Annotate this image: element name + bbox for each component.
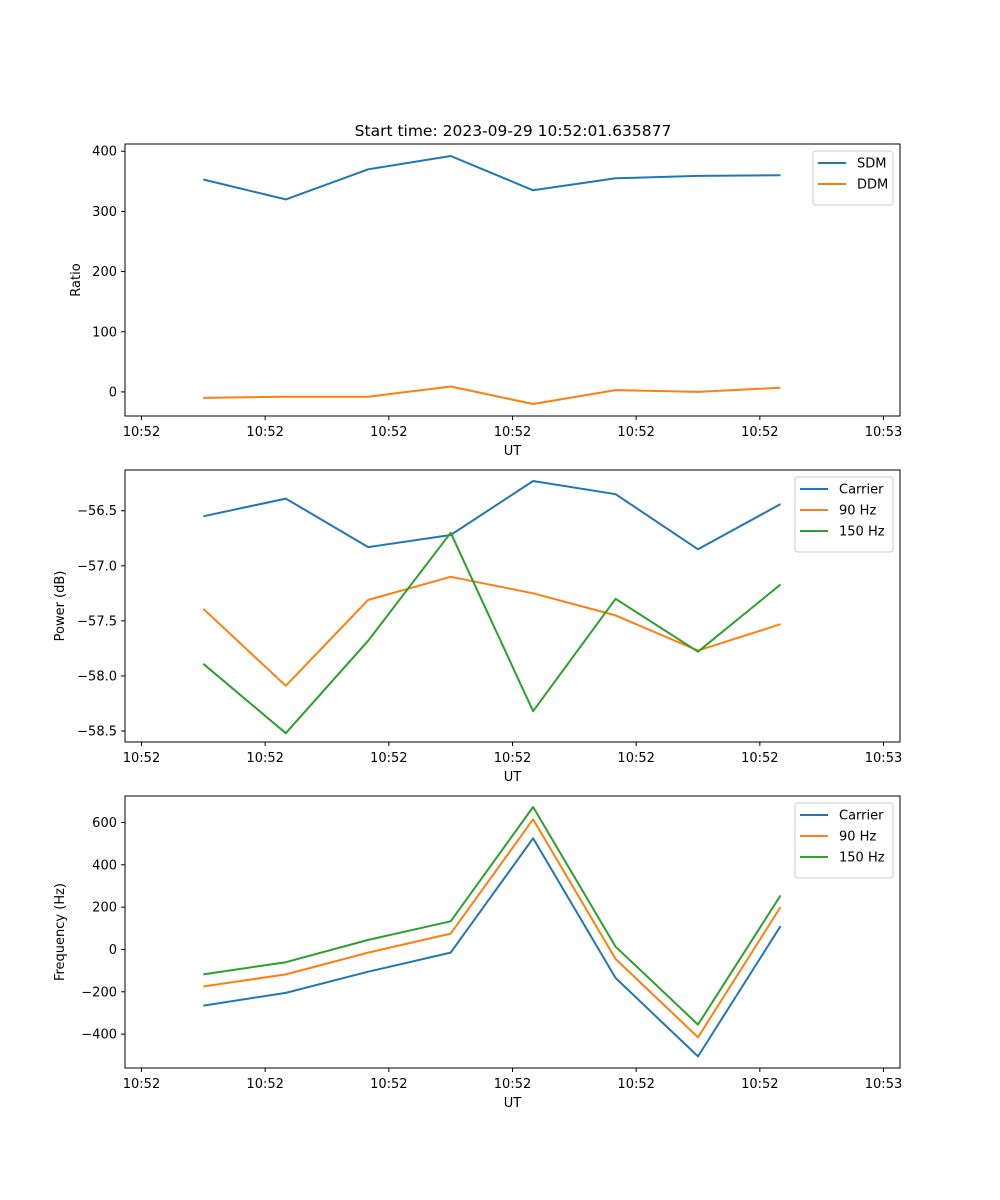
x-tick-label: 10:52 [494,425,531,440]
series-line-150-hz [203,806,782,1026]
x-tick-label: 10:52 [741,751,778,766]
y-tick-label: 100 [92,325,117,340]
legend-label: 150 Hz [839,525,885,540]
x-tick-label: 10:52 [617,751,654,766]
x-tick-label: 10:52 [617,1077,654,1092]
y-tick-label: 0 [109,943,117,958]
y-tick-label: 200 [92,265,117,280]
y-axis-label: Frequency (Hz) [53,883,68,981]
x-axis-label: UT [504,1096,522,1111]
series-line-carrier [203,480,781,551]
y-tick-label: −58.0 [77,669,117,684]
x-tick-label: 10:52 [246,751,283,766]
y-tick-label: 400 [92,858,117,873]
y-tick-label: −57.0 [77,559,117,574]
plot-area [124,469,901,743]
panel-3: 10:52 10:52 10:52 10:52 10:52 10:52 10:53 UT 600… [53,795,902,1111]
x-tick-label: 10:52 [370,1077,407,1092]
series-line-90-hz [202,575,781,687]
plot-area [124,795,901,1069]
x-tick-label: 10:52 [370,425,407,440]
legend-label: Carrier [839,809,884,824]
legend-label: SDM [857,157,886,172]
y-tick-label: 0 [109,385,117,400]
x-tick-label: 10:53 [865,425,902,440]
x-tick-label: 10:52 [123,751,160,766]
panel-1: 10:52 10:52 10:52 10:52 10:52 10:52 10:53 UT 0 10… [69,143,902,459]
x-tick-label: 10:53 [865,1077,902,1092]
series-line-90-hz [203,818,782,1039]
legend: Carrier 90 Hz 150 Hz [794,476,894,553]
legend: SDM DDM [812,150,894,206]
legend-label: DDM [857,178,888,193]
legend-label: 150 Hz [839,851,885,866]
y-tick-label: −56.5 [77,504,117,519]
x-tick-label: 10:52 [741,1077,778,1092]
series-line-150-hz [202,531,782,735]
x-tick-label: 10:52 [494,751,531,766]
series-line-sdm [203,155,781,201]
legend-label: 90 Hz [839,830,876,845]
x-tick-label: 10:52 [246,425,283,440]
x-tick-label: 10:53 [865,751,902,766]
y-tick-label: −58.5 [77,724,117,739]
y-tick-label: 400 [92,145,117,160]
legend: Carrier 90 Hz 150 Hz [794,802,894,879]
x-tick-label: 10:52 [370,751,407,766]
y-tick-label: 600 [92,816,117,831]
y-tick-label: −400 [81,1028,117,1043]
legend-label: Carrier [839,483,884,498]
y-tick-label: 300 [92,205,117,220]
plot-area [124,143,901,417]
x-tick-label: 10:52 [123,425,160,440]
figure-title: Start time: 2023-09-29 10:52:01.635877 [355,122,672,140]
x-tick-label: 10:52 [494,1077,531,1092]
legend-label: 90 Hz [839,504,876,519]
x-tick-label: 10:52 [741,425,778,440]
x-axis-label: UT [504,444,522,459]
legend-box [794,476,894,553]
series-line-ddm [203,385,781,405]
y-tick-label: −200 [81,985,117,1000]
y-tick-label: 200 [92,901,117,916]
y-tick-label: −57.5 [77,614,117,629]
legend-box [812,150,894,206]
x-tick-label: 10:52 [123,1077,160,1092]
y-axis-label: Power (dB) [53,571,68,642]
x-tick-label: 10:52 [246,1077,283,1092]
panels: 10:52 10:52 10:52 10:52 10:52 10:52 10:53UT010… [53,143,902,1111]
legend-box [794,802,894,879]
panel-2: 10:52 10:52 10:52 10:52 10:52 10:52 10:53 UT −56… [53,469,902,785]
series-line-carrier [203,837,782,1058]
x-tick-label: 10:52 [617,425,654,440]
x-axis-label: UT [504,770,522,785]
y-axis-label: Ratio [69,263,84,296]
